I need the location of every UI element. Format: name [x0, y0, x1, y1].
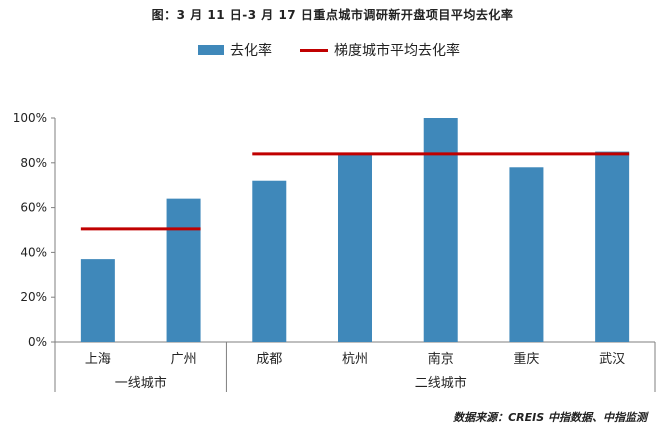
bar	[338, 153, 372, 342]
group-label: 二线城市	[415, 375, 467, 391]
bar	[252, 180, 287, 342]
legend-item-line: 梯度城市平均去化率	[300, 40, 460, 60]
category-label: 南京	[428, 351, 454, 367]
group-label: 一线城市	[115, 375, 167, 391]
category-label: 广州	[171, 352, 197, 367]
bar	[595, 151, 630, 342]
legend-swatch-bar	[198, 45, 224, 55]
legend-label-bar: 去化率	[230, 43, 272, 59]
category-label: 上海	[85, 352, 111, 367]
category-label: 武汉	[599, 352, 625, 367]
y-tick-label: 100%	[13, 111, 47, 125]
y-tick-label: 0%	[28, 335, 47, 349]
category-label: 成都	[256, 352, 282, 367]
chart-title: 图：3 月 11 日-3 月 17 日重点城市调研新开盘项目平均去化率	[151, 8, 514, 22]
legend: 去化率 梯度城市平均去化率	[0, 40, 665, 60]
bar	[423, 118, 458, 342]
source-note: 数据来源：CREIS 中指数据、中指监测	[453, 411, 647, 424]
bar	[509, 167, 544, 342]
y-tick-label: 60%	[20, 201, 47, 215]
legend-swatch-line	[300, 48, 328, 52]
category-label: 杭州	[342, 352, 368, 367]
legend-item-bar: 去化率	[198, 40, 272, 60]
y-tick-label: 80%	[20, 156, 47, 170]
bar	[80, 259, 115, 342]
y-tick-label: 20%	[20, 290, 47, 304]
y-tick-label: 40%	[20, 245, 47, 259]
bar	[166, 198, 201, 342]
category-label: 重庆	[513, 351, 539, 367]
legend-label-line: 梯度城市平均去化率	[334, 43, 460, 59]
